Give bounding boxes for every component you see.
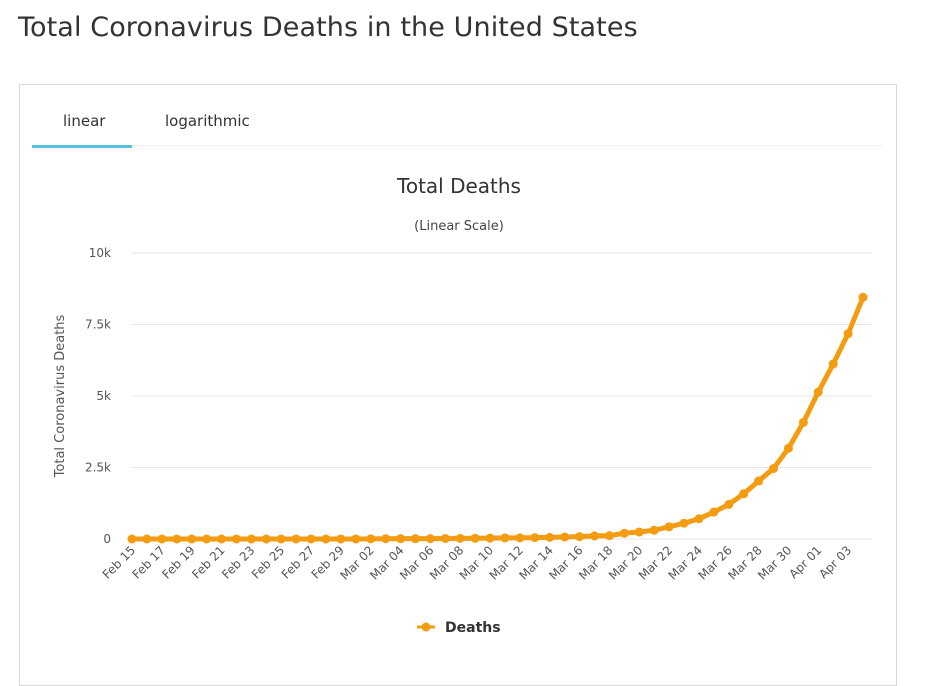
data-point[interactable]: [291, 534, 301, 544]
data-point[interactable]: [754, 476, 764, 486]
data-point[interactable]: [425, 534, 435, 544]
data-point[interactable]: [664, 522, 674, 532]
data-point[interactable]: [172, 534, 182, 544]
data-point[interactable]: [276, 534, 286, 544]
data-point[interactable]: [261, 534, 271, 544]
chart-subtitle: (Linear Scale): [414, 219, 504, 234]
y-tick-label: 2.5k: [85, 461, 111, 475]
data-point[interactable]: [410, 534, 420, 544]
x-tick-label: Mar 30: [755, 543, 794, 582]
data-point[interactable]: [828, 359, 838, 369]
data-point[interactable]: [843, 329, 853, 339]
data-point[interactable]: [440, 533, 450, 543]
legend-label: Deaths: [445, 620, 501, 636]
data-point[interactable]: [694, 514, 704, 524]
series-line: [129, 294, 866, 542]
data-point[interactable]: [604, 531, 614, 541]
data-point[interactable]: [246, 534, 256, 544]
y-axis-label: Total Coronavirus Deaths: [53, 314, 68, 478]
tab-logarithmic[interactable]: logarithmic: [165, 112, 250, 130]
data-point[interactable]: [590, 531, 599, 541]
chart-title: Total Deaths: [396, 174, 521, 198]
legend[interactable]: Deaths: [417, 620, 501, 636]
data-point[interactable]: [485, 533, 495, 543]
data-point[interactable]: [783, 443, 793, 453]
data-point[interactable]: [157, 534, 167, 544]
data-point[interactable]: [142, 534, 152, 544]
data-point[interactable]: [679, 518, 689, 528]
y-tick-label: 10k: [89, 246, 111, 260]
data-point[interactable]: [470, 533, 480, 543]
data-point[interactable]: [724, 499, 734, 509]
data-point[interactable]: [709, 507, 719, 517]
data-point[interactable]: [515, 533, 525, 543]
data-point[interactable]: [381, 534, 391, 544]
data-point[interactable]: [366, 534, 376, 544]
active-tab-indicator: [32, 145, 132, 148]
data-point[interactable]: [231, 534, 241, 544]
page-title: Total Coronavirus Deaths in the United S…: [18, 12, 638, 43]
data-point[interactable]: [798, 417, 808, 427]
data-point[interactable]: [306, 534, 316, 544]
data-point[interactable]: [351, 534, 361, 544]
data-point[interactable]: [649, 525, 659, 535]
data-point[interactable]: [217, 534, 227, 544]
grid: [132, 252, 872, 540]
data-point[interactable]: [575, 532, 585, 542]
tab-linear[interactable]: linear: [63, 112, 106, 130]
data-point[interactable]: [336, 534, 346, 544]
data-point[interactable]: [634, 527, 644, 537]
series-deaths: [127, 292, 868, 544]
y-tick-label: 0: [103, 532, 111, 546]
data-point[interactable]: [530, 533, 540, 543]
scale-tabs: linear logarithmic: [32, 85, 882, 148]
y-ticks: 0 2.5k 5k 7.5k 10k: [85, 246, 111, 546]
data-point[interactable]: [127, 534, 137, 544]
data-point[interactable]: [545, 532, 555, 542]
data-point[interactable]: [739, 489, 749, 499]
data-point[interactable]: [619, 528, 629, 538]
x-tick-label: Apr 03: [816, 543, 854, 581]
data-point[interactable]: [858, 292, 868, 302]
data-point[interactable]: [500, 533, 510, 543]
legend-marker: [421, 622, 431, 632]
data-point[interactable]: [813, 387, 823, 397]
data-point[interactable]: [202, 534, 212, 544]
data-point[interactable]: [321, 534, 331, 544]
y-tick-label: 7.5k: [85, 318, 111, 332]
data-point[interactable]: [187, 534, 197, 544]
x-tick-label: Apr 01: [786, 543, 824, 581]
data-point[interactable]: [455, 533, 465, 543]
data-point[interactable]: [560, 532, 570, 542]
chart: Total Deaths (Linear Scale) Total Corona…: [53, 174, 872, 636]
y-tick-label: 5k: [96, 389, 111, 403]
data-point[interactable]: [769, 463, 779, 473]
data-point[interactable]: [396, 534, 406, 544]
chart-card: linear logarithmic Total Deaths (Linear …: [19, 84, 897, 686]
